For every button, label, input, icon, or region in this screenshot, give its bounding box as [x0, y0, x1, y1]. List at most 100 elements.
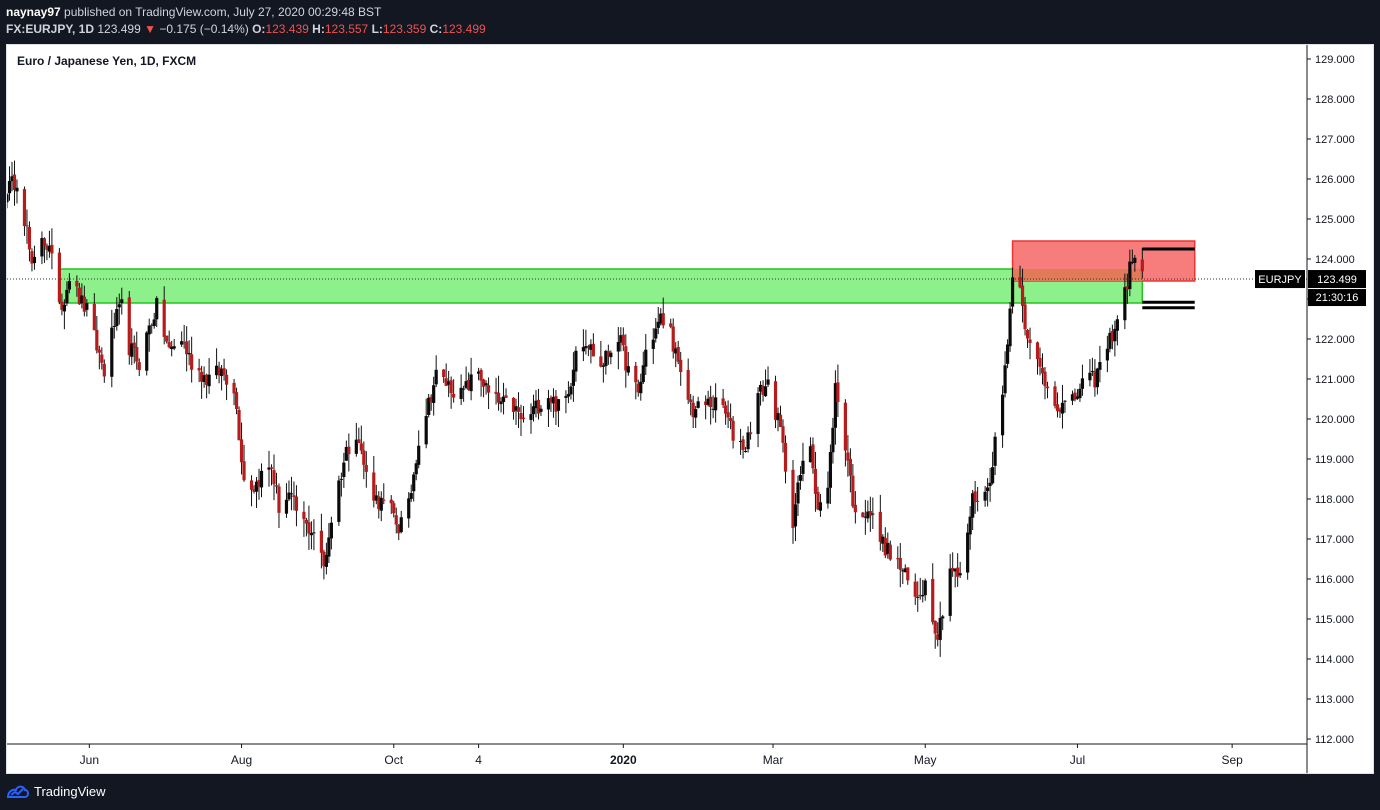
candle — [686, 370, 690, 400]
candle — [1105, 348, 1109, 361]
candle — [1073, 392, 1077, 400]
candle — [811, 444, 815, 469]
candle — [327, 537, 331, 557]
candle — [801, 460, 805, 474]
time-tick-label: 2020 — [610, 753, 637, 767]
candle — [591, 343, 595, 357]
candle — [476, 371, 481, 374]
candle — [1060, 402, 1065, 414]
price-tick-label: 117.000 — [1315, 534, 1354, 546]
candle — [599, 356, 603, 367]
price-tick-label: 119.000 — [1315, 454, 1354, 466]
candle — [120, 299, 124, 304]
candle — [409, 493, 413, 499]
price-tick-label: 114.000 — [1315, 654, 1354, 666]
price-chart[interactable]: 129.000 128.000 127.000 126.000 125.000 124.0… — [7, 45, 1373, 773]
tradingview-brand[interactable]: TradingView — [34, 784, 106, 799]
last-price-badge — [1308, 270, 1366, 289]
candle — [966, 532, 970, 573]
candle — [200, 371, 204, 382]
candle — [167, 342, 171, 348]
candle — [556, 399, 561, 411]
candle — [881, 536, 885, 544]
candle — [1110, 331, 1114, 342]
candle — [676, 346, 680, 362]
candle — [624, 346, 628, 371]
author-name[interactable]: naynay97 — [6, 5, 61, 19]
candle — [312, 532, 316, 534]
candle — [931, 578, 935, 623]
candle — [766, 379, 770, 385]
candle — [85, 303, 89, 310]
candle — [42, 238, 47, 246]
high-label: H: — [312, 22, 325, 36]
candle — [514, 406, 518, 411]
candle — [137, 362, 141, 371]
candle — [379, 497, 383, 511]
close-label: C: — [429, 22, 443, 36]
demand-zone — [58, 268, 1144, 304]
candle — [242, 461, 246, 481]
candle — [444, 378, 448, 386]
candle — [921, 595, 925, 597]
candle — [1058, 409, 1062, 412]
candle — [1113, 328, 1117, 342]
candle — [761, 385, 765, 395]
candle — [180, 341, 184, 345]
candle — [452, 393, 456, 398]
time-tick-label: Sep — [1221, 753, 1243, 767]
candle — [257, 479, 261, 487]
candle — [267, 467, 271, 470]
candle — [155, 298, 159, 320]
candle — [427, 397, 431, 415]
candle — [853, 504, 857, 513]
candle — [781, 426, 785, 443]
candle — [833, 383, 838, 428]
candle — [951, 567, 955, 572]
candle — [1133, 257, 1137, 263]
time-tick-label: Mar — [763, 753, 784, 767]
candle — [554, 396, 558, 412]
chart-area[interactable]: 129.000 128.000 127.000 126.000 125.000 124.0… — [6, 44, 1374, 774]
candle — [237, 409, 241, 441]
candle — [197, 367, 201, 371]
candle — [117, 304, 121, 308]
candle — [467, 379, 471, 390]
candle — [62, 304, 66, 312]
candle — [309, 533, 314, 536]
candle — [162, 299, 166, 337]
candle — [30, 251, 34, 264]
candle — [394, 515, 398, 525]
candle — [130, 343, 134, 357]
candle — [479, 370, 483, 381]
candle — [813, 468, 818, 494]
candle — [185, 341, 189, 355]
price-tick-label: 116.000 — [1315, 574, 1354, 586]
candle — [1075, 396, 1080, 399]
candle — [254, 481, 259, 492]
candle — [516, 407, 521, 412]
candle — [302, 511, 306, 520]
candle — [374, 495, 378, 501]
candle — [232, 382, 236, 394]
candle — [604, 350, 608, 367]
candle — [50, 244, 54, 254]
candle — [621, 334, 625, 346]
candle — [481, 379, 486, 387]
candle — [469, 374, 473, 392]
candle — [918, 594, 922, 597]
candle — [521, 417, 526, 420]
publication-info: naynay97 published on TradingView.com, J… — [6, 5, 381, 19]
price-change: −0.175 (−0.14%) — [159, 22, 249, 36]
candle — [689, 399, 693, 403]
candle — [778, 414, 783, 428]
symbol-badge-label: EURJPY — [1258, 274, 1302, 286]
candle — [389, 499, 393, 504]
ohlc-line: FX:EURJPY, 1D 123.499 ▼ −0.175 (−0.14%) … — [6, 22, 486, 36]
candle — [641, 365, 645, 383]
candle — [329, 522, 333, 539]
tradingview-logo-icon[interactable] — [6, 783, 30, 801]
symbol-badge — [1255, 270, 1305, 289]
candle — [294, 496, 299, 511]
candle — [65, 289, 69, 304]
